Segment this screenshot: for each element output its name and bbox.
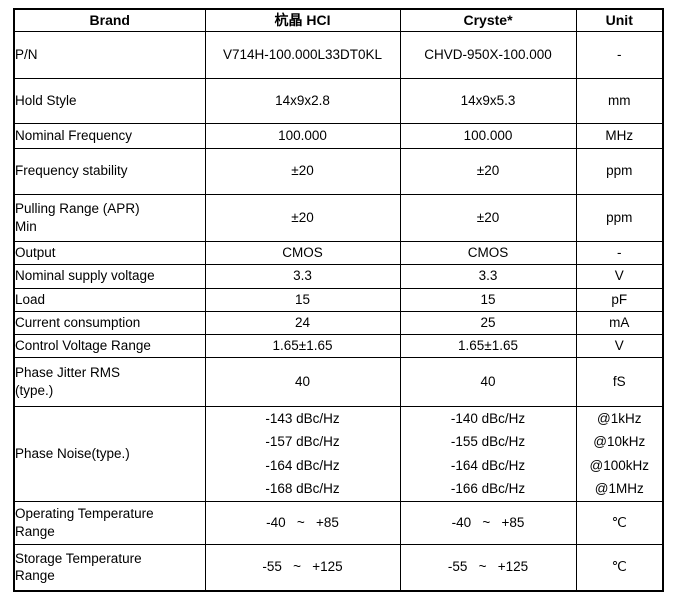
row-label: Pulling Range (APR) Min xyxy=(13,193,206,242)
cryste-value-cell: 14x9x5.3 xyxy=(399,77,577,124)
unit-cell: fS xyxy=(575,356,664,407)
unit-cell: V xyxy=(575,333,664,358)
table-row-nominal-supply-voltage: Nominal supply voltage 3.3 3.3 V xyxy=(13,263,664,289)
column-header-brand: Brand xyxy=(13,8,206,32)
column-header-unit: Unit xyxy=(575,8,664,32)
row-label: P/N xyxy=(13,30,206,79)
hci-value-cell: -40 ~ +85 xyxy=(204,500,401,545)
row-label: Phase Jitter RMS (type.) xyxy=(13,356,206,407)
row-label: Nominal Frequency xyxy=(13,122,206,149)
table-row-nominal-frequency: Nominal Frequency 100.000 100.000 MHz xyxy=(13,122,664,149)
spec-comparison-table: Brand 杭晶 HCI Cryste* Unit P/N V714H-100.… xyxy=(13,8,664,592)
row-label: Operating Temperature Range xyxy=(13,500,206,545)
unit-cell: pF xyxy=(575,287,664,312)
row-label: Phase Noise(type.) xyxy=(13,405,206,502)
table-row-frequency-stability: Frequency stability ±20 ±20 ppm xyxy=(13,147,664,195)
table-row-phase-jitter: Phase Jitter RMS (type.) 40 40 fS xyxy=(13,356,664,407)
hci-value-cell: 24 xyxy=(204,310,401,335)
row-label: Nominal supply voltage xyxy=(13,263,206,289)
hci-value-cell: -55 ~ +125 xyxy=(204,543,401,592)
cryste-value-cell: CHVD-950X-100.000 xyxy=(399,30,577,79)
hci-value-cell: 14x9x2.8 xyxy=(204,77,401,124)
unit-cell: V xyxy=(575,263,664,289)
unit-cell: ppm xyxy=(575,147,664,195)
row-label: Frequency stability xyxy=(13,147,206,195)
unit-cell: @1kHz @10kHz @100kHz @1MHz xyxy=(575,405,664,502)
table-row-pn: P/N V714H-100.000L33DT0KL CHVD-950X-100.… xyxy=(13,30,664,79)
cryste-value-cell: 40 xyxy=(399,356,577,407)
column-header-hci: 杭晶 HCI xyxy=(204,8,401,32)
unit-cell: ℃ xyxy=(575,500,664,545)
cryste-value-cell: 25 xyxy=(399,310,577,335)
unit-cell: mm xyxy=(575,77,664,124)
table-row-load: Load 15 15 pF xyxy=(13,287,664,312)
hci-value-cell: 100.000 xyxy=(204,122,401,149)
table-row-current-consumption: Current consumption 24 25 mA xyxy=(13,310,664,335)
unit-cell: MHz xyxy=(575,122,664,149)
unit-cell: ℃ xyxy=(575,543,664,592)
row-label: Control Voltage Range xyxy=(13,333,206,358)
row-label: Load xyxy=(13,287,206,312)
column-header-cryste: Cryste* xyxy=(399,8,577,32)
table-row-control-voltage-range: Control Voltage Range 1.65±1.65 1.65±1.6… xyxy=(13,333,664,358)
cryste-value-cell: 100.000 xyxy=(399,122,577,149)
cryste-value-cell: 3.3 xyxy=(399,263,577,289)
row-label: Hold Style xyxy=(13,77,206,124)
row-label: Storage Temperature Range xyxy=(13,543,206,592)
table-row-output: Output CMOS CMOS - xyxy=(13,240,664,265)
unit-cell: mA xyxy=(575,310,664,335)
cryste-value-cell: ±20 xyxy=(399,193,577,242)
hci-value-cell: V714H-100.000L33DT0KL xyxy=(204,30,401,79)
hci-value-cell: 3.3 xyxy=(204,263,401,289)
table-row-hold-style: Hold Style 14x9x2.8 14x9x5.3 mm xyxy=(13,77,664,124)
cryste-value-cell: -40 ~ +85 xyxy=(399,500,577,545)
table-row-pulling-range: Pulling Range (APR) Min ±20 ±20 ppm xyxy=(13,193,664,242)
table-row-storage-temperature: Storage Temperature Range -55 ~ +125 -55… xyxy=(13,543,664,592)
row-label: Current consumption xyxy=(13,310,206,335)
cryste-value-cell: 15 xyxy=(399,287,577,312)
cryste-value-cell: CMOS xyxy=(399,240,577,265)
hci-value-cell: CMOS xyxy=(204,240,401,265)
header-row: Brand 杭晶 HCI Cryste* Unit xyxy=(13,8,664,32)
hci-value-cell: ±20 xyxy=(204,147,401,195)
cryste-value-cell: ±20 xyxy=(399,147,577,195)
cryste-value-cell: 1.65±1.65 xyxy=(399,333,577,358)
table-row-operating-temperature: Operating Temperature Range -40 ~ +85 -4… xyxy=(13,500,664,545)
hci-value-cell: -143 dBc/Hz -157 dBc/Hz -164 dBc/Hz -168… xyxy=(204,405,401,502)
hci-value-cell: 40 xyxy=(204,356,401,407)
unit-cell: - xyxy=(575,240,664,265)
cryste-value-cell: -55 ~ +125 xyxy=(399,543,577,592)
unit-cell: - xyxy=(575,30,664,79)
cryste-value-cell: -140 dBc/Hz -155 dBc/Hz -164 dBc/Hz -166… xyxy=(399,405,577,502)
hci-value-cell: ±20 xyxy=(204,193,401,242)
table-row-phase-noise: Phase Noise(type.) -143 dBc/Hz -157 dBc/… xyxy=(13,405,664,502)
unit-cell: ppm xyxy=(575,193,664,242)
hci-value-cell: 15 xyxy=(204,287,401,312)
hci-value-cell: 1.65±1.65 xyxy=(204,333,401,358)
row-label: Output xyxy=(13,240,206,265)
